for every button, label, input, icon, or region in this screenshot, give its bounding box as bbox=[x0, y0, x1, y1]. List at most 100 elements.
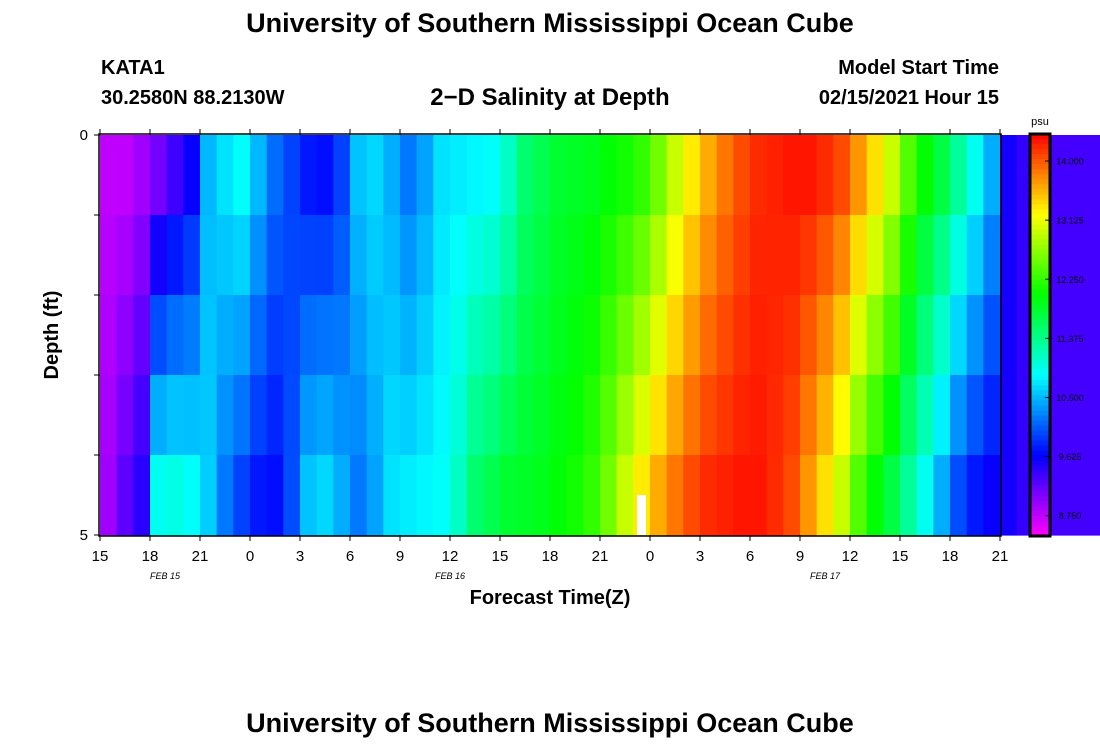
x-tick-label: 12 bbox=[842, 548, 859, 565]
heatmap-cell bbox=[766, 295, 784, 376]
heatmap-cell bbox=[783, 215, 801, 296]
heatmap-cell bbox=[983, 455, 1001, 536]
x-tick-label: 18 bbox=[942, 548, 959, 565]
colorbar-swatch bbox=[1030, 219, 1050, 226]
heatmap-cell bbox=[900, 375, 918, 456]
colorbar-swatch bbox=[1030, 174, 1050, 180]
x-tick-label: 9 bbox=[396, 548, 404, 565]
heatmap-cell bbox=[133, 455, 151, 536]
heatmap-cell bbox=[283, 215, 301, 296]
colorbar-swatch bbox=[1030, 515, 1050, 522]
heatmap-cell bbox=[150, 135, 168, 216]
heatmap-cell bbox=[266, 455, 284, 536]
heatmap-cell bbox=[333, 295, 351, 376]
heatmap-cell bbox=[550, 135, 568, 216]
colorbar-frame bbox=[1028, 132, 1052, 538]
heatmap-cell bbox=[733, 375, 751, 456]
colorbar-swatch bbox=[1030, 505, 1050, 512]
heatmap-cell bbox=[600, 295, 618, 376]
heatmap-cell bbox=[816, 295, 834, 376]
heatmap-cell bbox=[866, 375, 884, 456]
heatmap-cell bbox=[1083, 455, 1100, 536]
colorbar-swatch bbox=[1030, 299, 1050, 306]
colorbar-swatch bbox=[1030, 214, 1050, 221]
heatmap-cell bbox=[200, 135, 218, 216]
heatmap-cell bbox=[983, 215, 1001, 296]
heatmap-cell bbox=[466, 215, 484, 296]
heatmap-cell bbox=[450, 215, 468, 296]
heatmap-cell bbox=[666, 455, 684, 536]
heatmap-cell bbox=[766, 215, 784, 296]
heatmap-cell bbox=[133, 295, 151, 376]
heatmap-cell bbox=[483, 455, 501, 536]
colorbar-swatch bbox=[1030, 244, 1050, 251]
heatmap-cell bbox=[233, 295, 251, 376]
heatmap-cell bbox=[416, 375, 434, 456]
heatmap-cell bbox=[783, 295, 801, 376]
heatmap-cell bbox=[350, 295, 368, 376]
heatmap-cell bbox=[1000, 135, 1018, 216]
colorbar-swatch bbox=[1030, 340, 1050, 346]
heatmap-cell bbox=[500, 455, 518, 536]
colorbar-swatch bbox=[1030, 264, 1050, 271]
heatmap-cell bbox=[166, 215, 184, 296]
x-tick-label: 0 bbox=[646, 548, 654, 565]
heatmap-cell bbox=[233, 375, 251, 456]
colorbar-swatch bbox=[1030, 204, 1050, 210]
heatmap-cell bbox=[450, 295, 468, 376]
colorbar-swatch bbox=[1030, 269, 1050, 276]
heatmap-cell bbox=[733, 135, 751, 216]
y-tick-label: 0 bbox=[80, 127, 88, 144]
missing-data-gap bbox=[637, 495, 646, 535]
heatmap-cell bbox=[650, 455, 668, 536]
colorbar-swatch bbox=[1030, 405, 1050, 411]
colorbar-swatch bbox=[1030, 465, 1050, 472]
heatmap-cell bbox=[366, 455, 384, 536]
heatmap-cell bbox=[650, 295, 668, 376]
heatmap-cell bbox=[316, 215, 334, 296]
heatmap-cell bbox=[833, 295, 851, 376]
heatmap-cell bbox=[883, 295, 901, 376]
colorbar-swatch bbox=[1030, 470, 1050, 477]
model-start-time: 02/15/2021 Hour 15 bbox=[818, 87, 999, 109]
heatmap-cell bbox=[100, 215, 118, 296]
colorbar-swatch bbox=[1030, 144, 1050, 150]
heatmap-cell bbox=[933, 455, 951, 536]
heatmap-cell bbox=[583, 375, 601, 456]
colorbar-swatch bbox=[1030, 329, 1050, 336]
heatmap-cell bbox=[766, 455, 784, 536]
heatmap-cell bbox=[433, 455, 451, 536]
colorbar-swatch bbox=[1030, 435, 1050, 442]
heatmap-cell bbox=[300, 295, 318, 376]
heatmap-cell bbox=[166, 135, 184, 216]
colorbar-swatch bbox=[1030, 355, 1050, 361]
heatmap-cell bbox=[116, 455, 134, 536]
heatmap-cell bbox=[516, 455, 534, 536]
heatmap-cell bbox=[150, 295, 168, 376]
heatmap-cell bbox=[1066, 215, 1084, 296]
heatmap-cell bbox=[133, 135, 151, 216]
heatmap-cell bbox=[883, 455, 901, 536]
x-axis-label: Forecast Time(Z) bbox=[470, 587, 631, 609]
heatmap-cell bbox=[1050, 295, 1068, 376]
heatmap-cell bbox=[416, 215, 434, 296]
heatmap-cell bbox=[416, 135, 434, 216]
y-axis-label: Depth (ft) bbox=[41, 291, 63, 380]
colorbar-swatch bbox=[1030, 385, 1050, 391]
heatmap-cell bbox=[233, 135, 251, 216]
heatmap-cell bbox=[250, 455, 268, 536]
heatmap-cell bbox=[866, 215, 884, 296]
x-tick-label: 15 bbox=[92, 548, 109, 565]
heatmap-cell bbox=[650, 375, 668, 456]
heatmap-cell bbox=[783, 135, 801, 216]
heatmap-cell bbox=[850, 455, 868, 536]
heatmap-cell bbox=[616, 215, 634, 296]
heatmap-cell bbox=[700, 455, 718, 536]
heatmap-cell bbox=[816, 215, 834, 296]
colorbar-swatch bbox=[1030, 154, 1050, 160]
heatmap-cell bbox=[833, 215, 851, 296]
colorbar-swatch bbox=[1030, 350, 1050, 356]
heatmap-cell bbox=[983, 295, 1001, 376]
x-tick-label: 15 bbox=[492, 548, 509, 565]
